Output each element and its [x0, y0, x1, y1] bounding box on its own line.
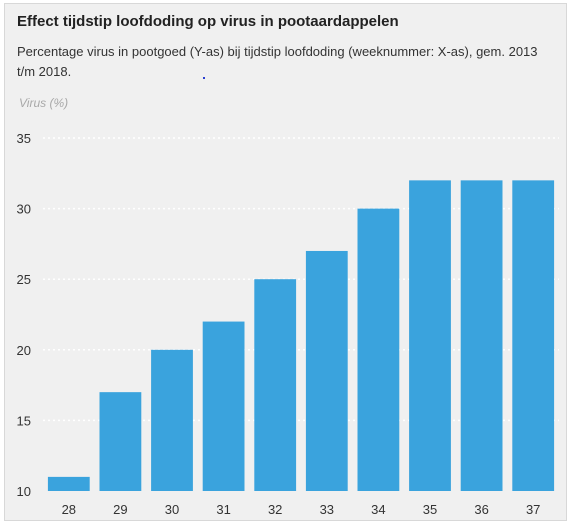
bar	[99, 392, 142, 491]
bar	[357, 208, 400, 491]
chart-card: Effect tijdstip loofdoding op virus in p…	[4, 3, 567, 521]
bar	[47, 476, 90, 491]
bar	[512, 180, 555, 492]
x-tick-label: 30	[165, 502, 179, 517]
bars	[47, 180, 555, 492]
bar	[151, 349, 193, 491]
x-tick-labels: 28 29 30 31 32 33 34 35 36 37	[62, 502, 541, 517]
x-tick-label: 36	[474, 502, 488, 517]
x-tick-label: 33	[320, 502, 334, 517]
x-tick-label: 28	[62, 502, 76, 517]
y-axis-label: Virus (%)	[19, 96, 69, 110]
y-tick-label: 30	[17, 202, 31, 217]
y-tick-labels: 10 15 20 25 30 35	[17, 131, 31, 499]
y-tick-label: 35	[17, 131, 31, 146]
chart-subtitle: Percentage virus in pootgoed (Y-as) bij …	[17, 44, 538, 79]
x-tick-label: 29	[113, 502, 127, 517]
y-tick-label: 10	[17, 484, 31, 499]
y-tick-label: 25	[17, 272, 31, 287]
bar	[305, 250, 348, 491]
x-tick-label: 37	[526, 502, 540, 517]
x-tick-label: 35	[423, 502, 437, 517]
bar	[254, 279, 297, 491]
y-tick-label: 15	[17, 413, 31, 428]
x-tick-label: 34	[371, 502, 385, 517]
x-tick-label: 31	[216, 502, 230, 517]
bar	[460, 180, 503, 492]
bar-chart: 10 15 20 25 30 35 28 29 30 31 32 33 34 35 36 37	[17, 131, 559, 517]
chart-title: Effect tijdstip loofdoding op virus in p…	[17, 13, 399, 30]
stray-dot	[203, 77, 205, 79]
x-tick-label: 32	[268, 502, 282, 517]
bar	[202, 321, 245, 491]
bar	[409, 180, 451, 492]
y-tick-label: 20	[17, 343, 31, 358]
